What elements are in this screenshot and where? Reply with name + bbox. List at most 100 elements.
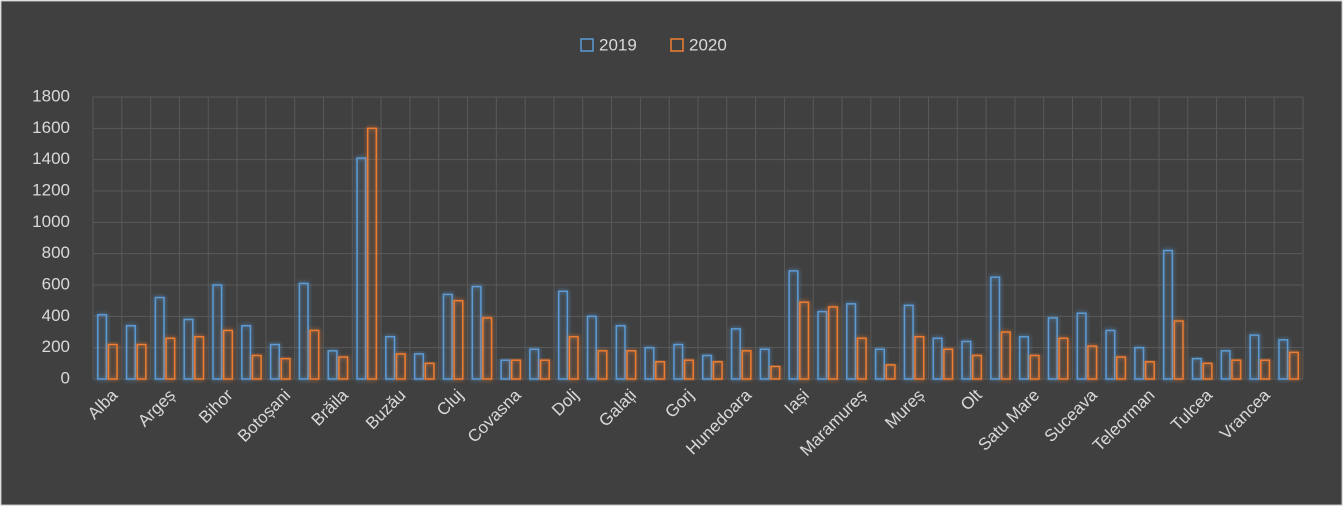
y-tick-label: 1200 [32,180,70,199]
y-tick-label: 600 [42,274,70,293]
bar [1249,334,1260,380]
bar [97,314,108,380]
bar [1018,335,1030,380]
bar [799,301,810,380]
bar [1191,357,1202,380]
bar [557,290,569,380]
bar [1105,329,1116,380]
bar [183,318,194,380]
bar [356,157,367,380]
bar [655,361,666,380]
y-tick-label: 1400 [32,149,70,168]
y-tick-label: 1600 [32,118,70,137]
bar [1115,356,1127,380]
bar [471,285,482,380]
bar [154,296,165,380]
bar [251,354,262,380]
y-tick-label: 0 [61,368,70,387]
bar [1144,361,1155,380]
bar [1047,317,1058,380]
bar [730,328,741,380]
bar [903,304,914,380]
bar [539,359,550,380]
legend-label: 2020 [689,35,727,54]
bar [961,340,972,380]
legend-swatch [670,38,684,52]
bar [770,365,781,380]
bar [932,337,943,380]
bar [136,343,147,380]
bar [788,270,799,380]
bar [269,343,281,380]
bar [1260,359,1271,380]
bar [971,354,983,380]
y-tick-label: 400 [42,306,70,325]
bar [338,356,349,380]
bar [453,299,464,380]
y-tick-label: 1800 [32,86,70,105]
bar [1134,346,1145,380]
y-tick-label: 800 [42,243,70,262]
bar [759,348,770,380]
bar [1202,362,1213,380]
bar [298,282,309,380]
bar [125,324,136,380]
bar [1278,339,1289,380]
bar [990,276,1001,380]
bar [597,350,608,380]
bar [874,348,886,380]
bar [413,353,425,380]
bar [385,335,396,380]
bar [1058,337,1069,380]
bar [309,329,320,380]
bar [856,337,867,380]
bar [1162,249,1174,380]
bar [712,361,723,380]
y-tick-label: 1000 [32,212,70,231]
bar [702,354,713,380]
bar [943,348,954,380]
bar [626,350,637,380]
bar [741,350,752,380]
bar [327,350,338,380]
y-tick-label: 200 [42,337,70,356]
bar [673,343,684,380]
bar [222,329,234,380]
bar [827,306,839,380]
bar [568,335,579,380]
bar [1029,354,1040,380]
bar [1173,320,1184,380]
bar [424,362,435,380]
bar [442,293,453,380]
bar [280,357,291,380]
bar [107,343,118,380]
bar [1288,351,1299,380]
bar [165,337,176,380]
bar [615,324,626,380]
bar [241,324,252,380]
bar [1076,312,1087,380]
bar [529,348,540,380]
bar [586,315,597,380]
bar [1000,331,1011,380]
bar [1231,359,1242,380]
legend-label: 2019 [599,35,637,54]
bar [212,284,223,380]
bar [817,310,828,380]
bar [683,359,694,380]
bar [366,127,378,380]
bar [395,353,406,380]
bar [1220,350,1231,380]
bar [500,359,511,380]
bar [885,364,896,380]
bar [194,335,205,380]
bar [914,335,925,380]
bar [482,317,493,380]
bar [510,359,522,380]
bar [644,346,655,380]
legend-swatch [580,38,594,52]
bar [1087,345,1098,380]
bar [846,303,857,380]
